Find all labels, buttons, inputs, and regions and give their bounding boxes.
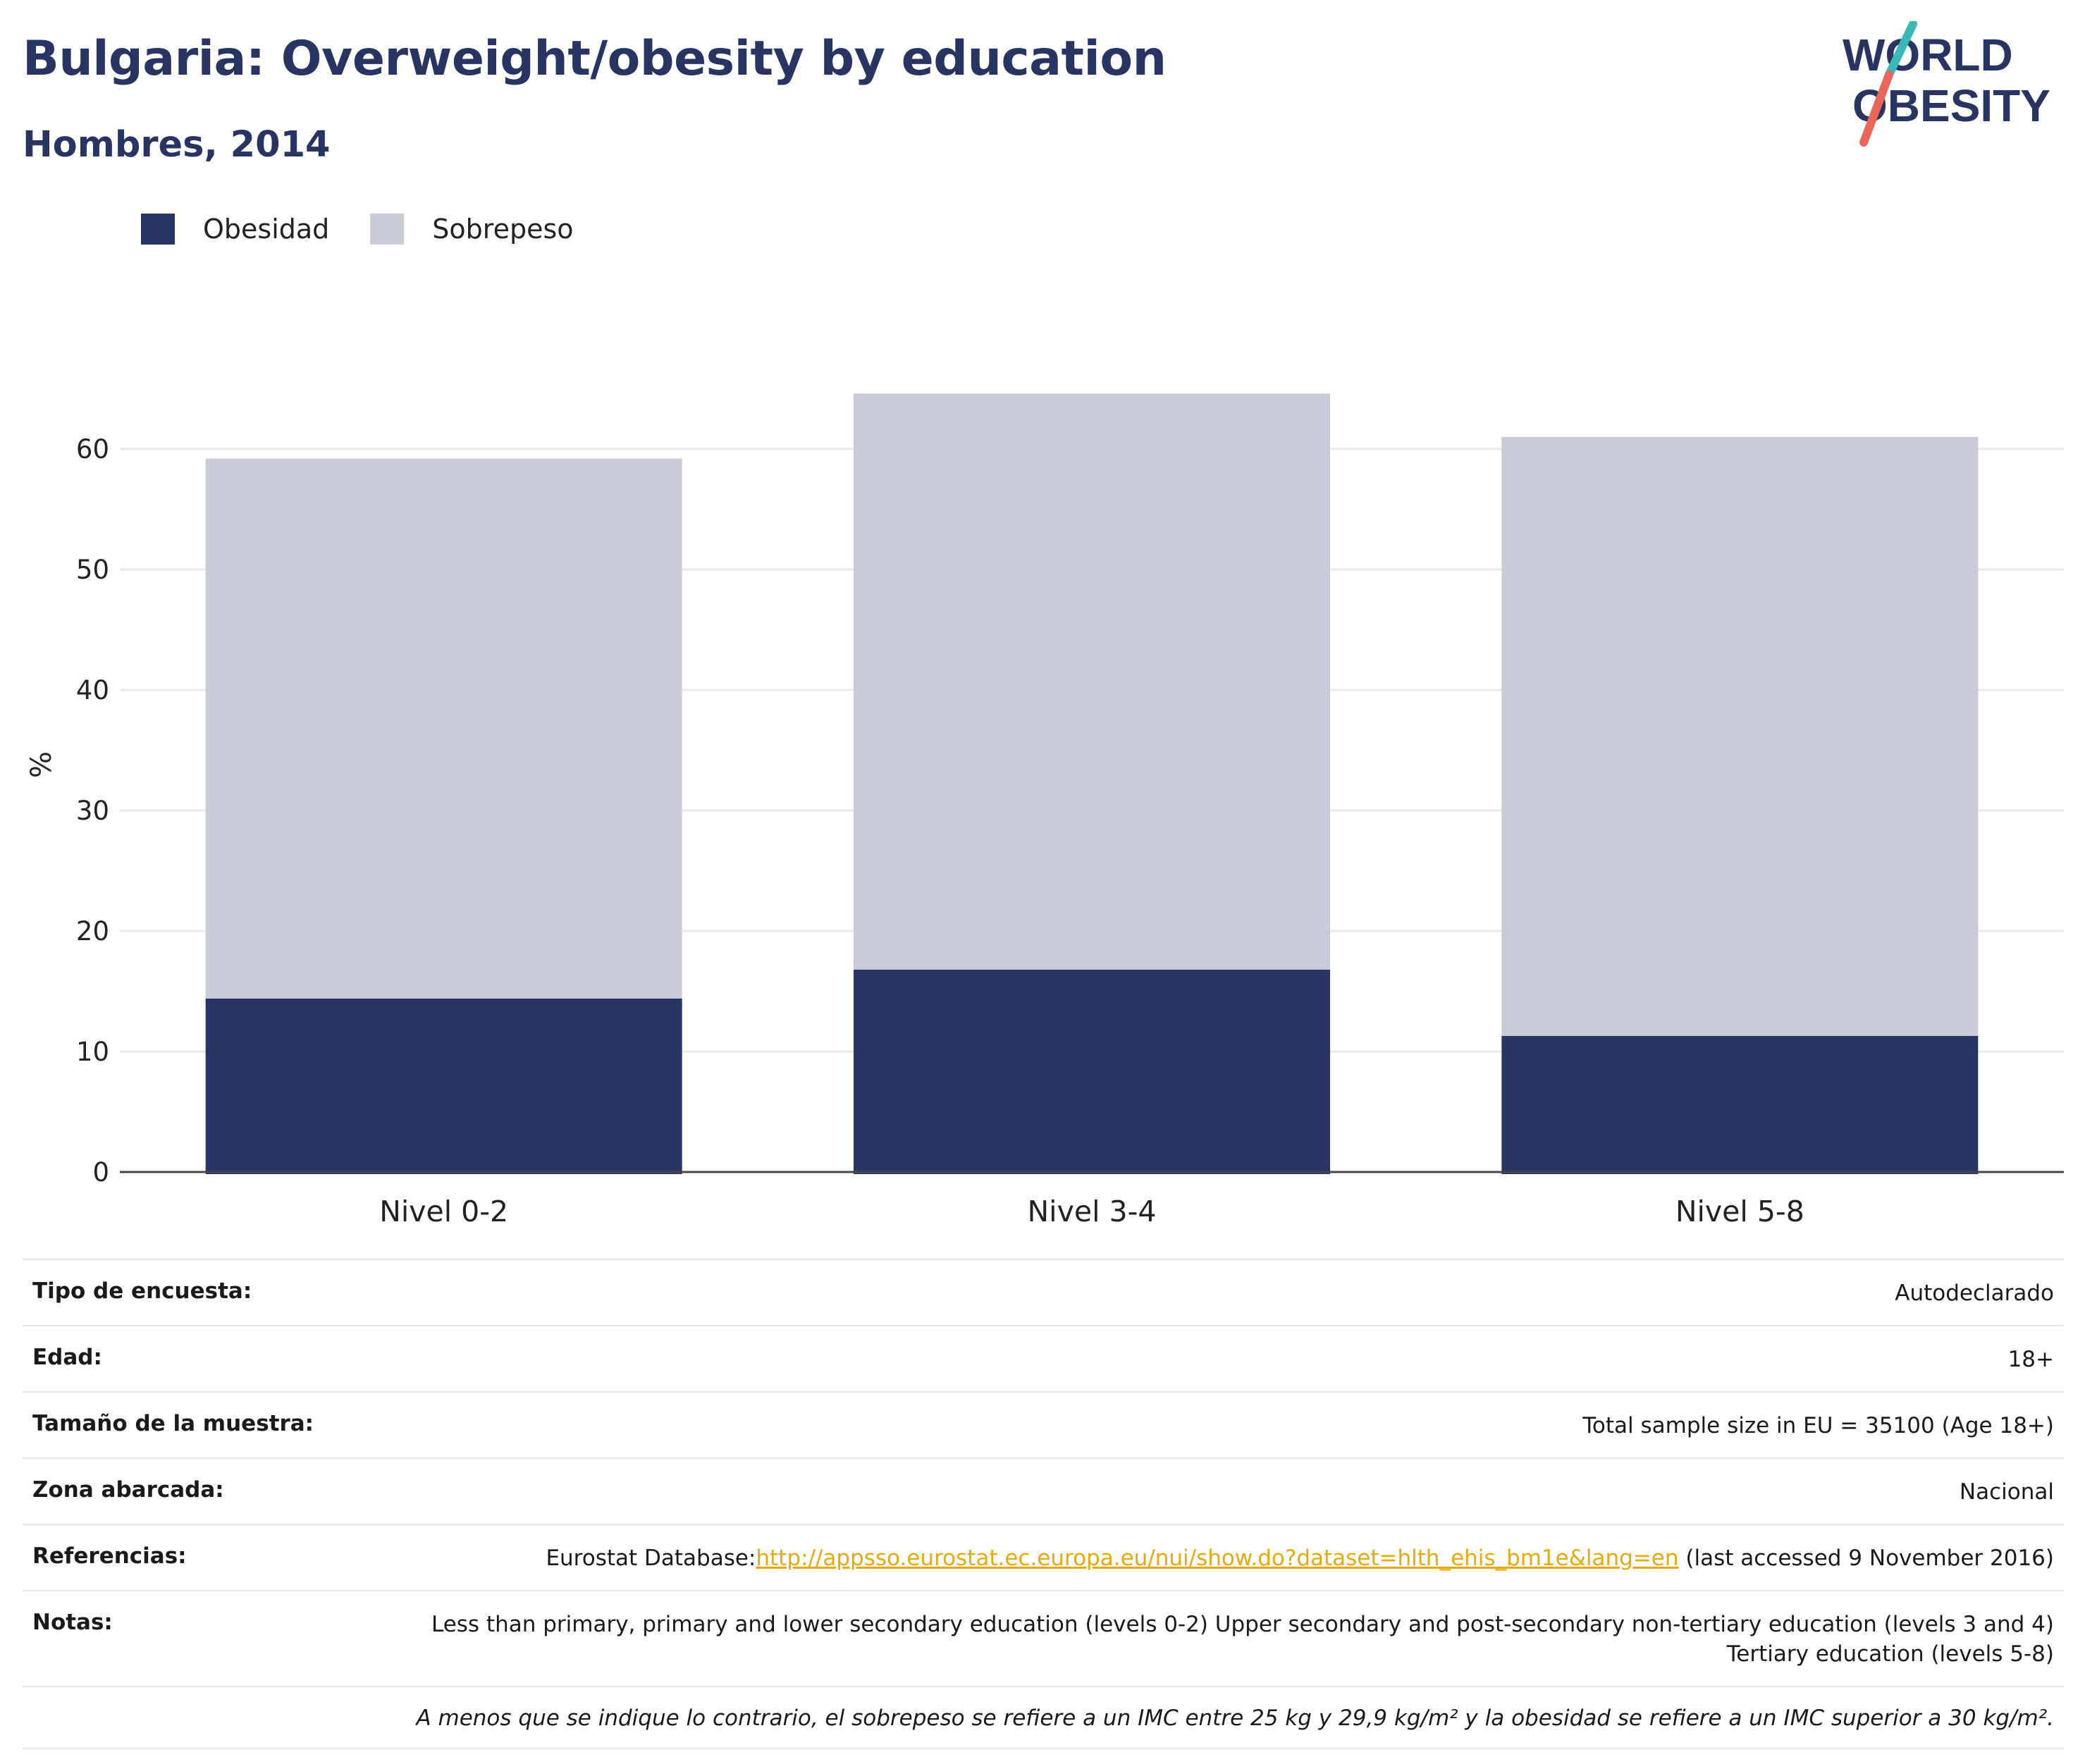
logo-slash-teal: [1885, 21, 1917, 79]
stacked-bar-chart: 0 10 20 30 40 50 60% Nivel 0-2 Nivel 3-4 Nivel 5-…: [25, 393, 2064, 1226]
y-tick-label: 0: [92, 1157, 109, 1188]
info-row-notes: Notas: Less than primary, primary and lo…: [23, 1590, 2064, 1686]
info-row-survey-type: Tipo de encuesta: Autodeclarado: [23, 1259, 2064, 1326]
obesity-bar: [205, 998, 682, 1174]
info-row-age: Edad: 18+: [23, 1325, 2064, 1392]
reference-suffix: (last accessed 9 November 2016): [1678, 1546, 2054, 1571]
reference-link[interactable]: http://appsso.eurostat.ec.europa.eu/nui/…: [756, 1546, 1679, 1571]
info-row-sample-size: Tamaño de la muestra: Total sample size …: [23, 1391, 2064, 1458]
legend-label-obesity: Obesidad: [203, 214, 330, 245]
info-value: Total sample size in EU = 35100 (Age 18+…: [395, 1391, 2064, 1458]
x-tick-label: Nivel 3-4: [1028, 1195, 1157, 1226]
legend-label-overweight: Sobrepeso: [432, 214, 574, 245]
y-tick-label: 60: [76, 434, 109, 464]
info-value: Autodeclarado: [395, 1259, 2064, 1326]
y-tick-label: 20: [76, 916, 109, 946]
x-tick-label: Nivel 5-8: [1675, 1195, 1804, 1226]
info-value: Less than primary, primary and lower sec…: [395, 1590, 2064, 1686]
y-tick-label: 50: [76, 555, 109, 585]
page-subtitle: Hombres, 2014: [23, 124, 331, 166]
obesity-bar: [854, 969, 1330, 1174]
info-key: Notas:: [23, 1590, 395, 1686]
info-key: Edad:: [23, 1325, 395, 1392]
logo-slash-coral: [1859, 70, 1893, 147]
info-value: 18+: [395, 1325, 2064, 1392]
overweight-bar: [1501, 436, 1979, 1036]
info-row-area: Zona abarcada: Nacional: [23, 1457, 2064, 1524]
world-obesity-logo: WORLD OBESITY: [1843, 21, 2050, 147]
obesity-bar: [1501, 1035, 1979, 1174]
metadata-table: Tipo de encuesta: Autodeclarado Edad: 18…: [23, 1259, 2064, 1749]
overweight-bar: [854, 393, 1330, 970]
legend-swatch-overweight: [370, 214, 405, 245]
legend-item-overweight[interactable]: Sobrepeso: [370, 214, 574, 245]
y-tick-label: 10: [76, 1037, 109, 1067]
y-tick-label: 40: [76, 675, 109, 705]
info-key: Zona abarcada:: [23, 1457, 395, 1524]
legend-swatch-obesity: [141, 214, 175, 245]
info-row-footnote: A menos que se indique lo contrario, el …: [23, 1686, 2064, 1749]
info-key: Referencias:: [23, 1524, 395, 1591]
chart-legend: Obesidad Sobrepeso: [141, 211, 615, 247]
y-axis-title: %: [25, 751, 58, 778]
info-key: Tipo de encuesta:: [23, 1259, 395, 1326]
logo-line1: WORLD: [1843, 30, 2013, 80]
info-value: Nacional: [395, 1457, 2064, 1524]
footnote: A menos que se indique lo contrario, el …: [23, 1686, 2064, 1749]
legend-item-obesity[interactable]: Obesidad: [141, 214, 329, 245]
info-row-references: Referencias: Eurostat Database:http://ap…: [23, 1524, 2064, 1591]
overweight-bar: [205, 458, 682, 999]
info-key: Tamaño de la muestra:: [23, 1391, 395, 1458]
info-value: Eurostat Database:http://appsso.eurostat…: [395, 1524, 2064, 1591]
page-title: Bulgaria: Overweight/obesity by educatio…: [23, 31, 1167, 87]
x-tick-label: Nivel 0-2: [379, 1195, 508, 1226]
reference-prefix: Eurostat Database:: [546, 1546, 756, 1571]
y-tick-label: 30: [76, 796, 109, 826]
